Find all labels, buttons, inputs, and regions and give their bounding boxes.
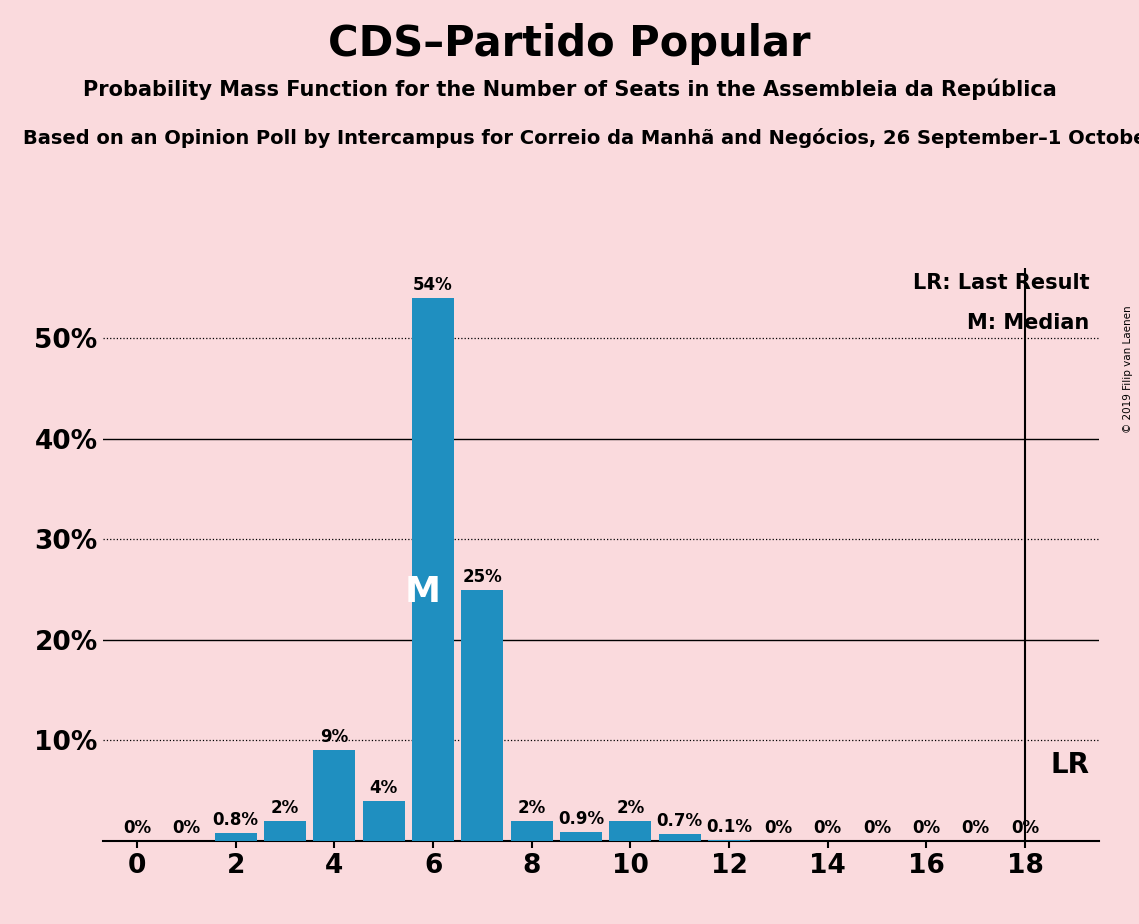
Text: Probability Mass Function for the Number of Seats in the Assembleia da República: Probability Mass Function for the Number… [83,79,1056,100]
Text: Based on an Opinion Poll by Intercampus for Correio da Manhã and Negócios, 26 Se: Based on an Opinion Poll by Intercampus … [23,128,1139,148]
Bar [362,800,404,841]
Text: © 2019 Filip van Laenen: © 2019 Filip van Laenen [1123,306,1133,433]
Bar [313,750,355,841]
Text: 0%: 0% [961,819,990,837]
Bar [215,833,256,841]
Bar [510,821,552,841]
Text: 0%: 0% [863,819,891,837]
Text: LR: Last Result: LR: Last Result [912,273,1089,293]
Text: 0%: 0% [1011,819,1039,837]
Text: 0.7%: 0.7% [657,812,703,830]
Text: 0.1%: 0.1% [706,818,752,836]
Bar [609,821,652,841]
Text: 2%: 2% [616,798,645,817]
Text: LR: LR [1050,751,1089,780]
Text: 0.9%: 0.9% [558,809,604,828]
Bar [560,832,603,841]
Text: 0%: 0% [912,819,941,837]
Bar [708,840,751,841]
Text: M: Median: M: Median [967,313,1089,334]
Bar [264,821,306,841]
Text: 25%: 25% [462,567,502,586]
Text: 2%: 2% [517,798,546,817]
Bar [412,298,454,841]
Text: 0%: 0% [172,819,200,837]
Text: 54%: 54% [413,276,453,294]
Text: 0%: 0% [123,819,151,837]
Bar [658,833,700,841]
Text: 9%: 9% [320,728,349,747]
Text: 0%: 0% [764,819,793,837]
Text: 4%: 4% [370,779,398,796]
Text: CDS–Partido Popular: CDS–Partido Popular [328,23,811,65]
Text: M: M [404,575,440,609]
Text: 2%: 2% [271,798,300,817]
Bar [461,590,503,841]
Text: 0.8%: 0.8% [213,810,259,829]
Text: 0%: 0% [813,819,842,837]
